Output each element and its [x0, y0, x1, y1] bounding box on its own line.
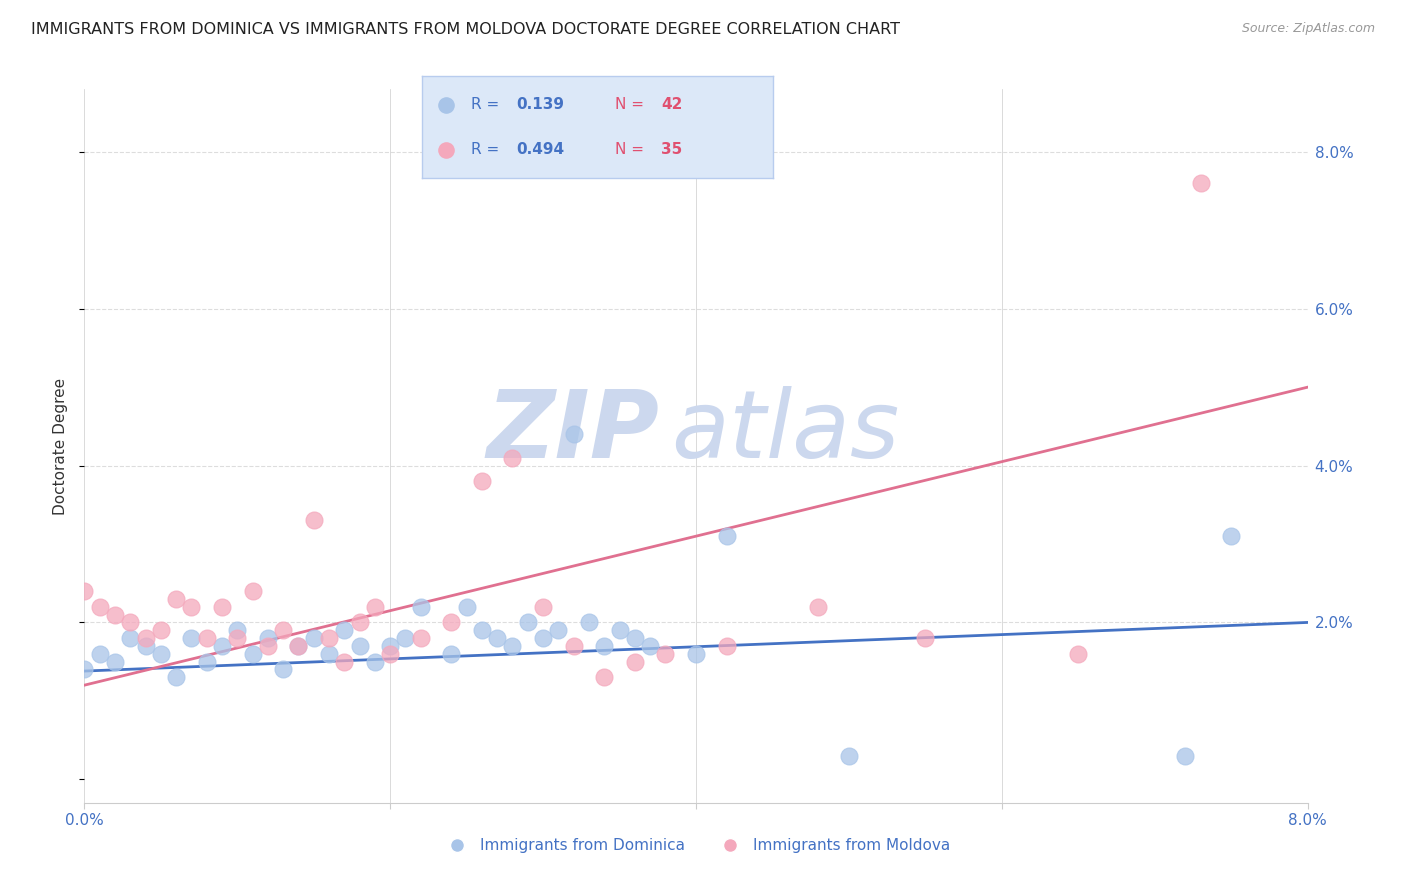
Legend: Immigrants from Dominica, Immigrants from Moldova: Immigrants from Dominica, Immigrants fro… — [436, 832, 956, 859]
Point — [211, 639, 233, 653]
Point — [1220, 529, 1243, 543]
Point — [502, 639, 524, 653]
Point — [562, 427, 585, 442]
Point — [104, 607, 127, 622]
Point — [333, 655, 356, 669]
Point — [195, 631, 218, 645]
Point — [380, 639, 402, 653]
Point — [409, 599, 432, 614]
Point — [914, 631, 936, 645]
Point — [120, 615, 142, 630]
Point — [624, 655, 647, 669]
Point — [302, 631, 325, 645]
Point — [242, 584, 264, 599]
Point — [120, 631, 142, 645]
Text: 35: 35 — [661, 142, 682, 157]
Point — [287, 639, 309, 653]
Point — [149, 624, 172, 638]
Point — [593, 639, 616, 653]
Point — [73, 663, 96, 677]
Point — [838, 748, 860, 763]
Point — [716, 639, 738, 653]
Point — [364, 599, 387, 614]
Point — [456, 599, 478, 614]
Point — [593, 670, 616, 684]
Point — [257, 639, 280, 653]
Text: Source: ZipAtlas.com: Source: ZipAtlas.com — [1241, 22, 1375, 36]
Text: 0.494: 0.494 — [517, 142, 565, 157]
Point — [242, 647, 264, 661]
Point — [271, 624, 294, 638]
Point — [436, 97, 458, 112]
Point — [486, 631, 509, 645]
Point — [1189, 176, 1212, 190]
Point — [1174, 748, 1197, 763]
Text: N =: N = — [616, 142, 650, 157]
Point — [471, 624, 494, 638]
Point — [226, 624, 249, 638]
Point — [287, 639, 309, 653]
Point — [364, 655, 387, 669]
Point — [471, 475, 494, 489]
Point — [333, 624, 356, 638]
Point — [257, 631, 280, 645]
Point — [409, 631, 432, 645]
Text: R =: R = — [471, 97, 505, 112]
Point — [271, 663, 294, 677]
Point — [716, 529, 738, 543]
Point — [73, 584, 96, 599]
Point — [318, 631, 340, 645]
Point — [149, 647, 172, 661]
Y-axis label: Doctorate Degree: Doctorate Degree — [53, 377, 69, 515]
Text: R =: R = — [471, 142, 505, 157]
Point — [302, 514, 325, 528]
Point — [531, 599, 554, 614]
Point — [180, 599, 202, 614]
Point — [195, 655, 218, 669]
Point — [547, 624, 569, 638]
Text: ZIP: ZIP — [486, 385, 659, 478]
Point — [578, 615, 600, 630]
Point — [89, 647, 111, 661]
Point — [654, 647, 676, 661]
Point — [349, 615, 371, 630]
Point — [638, 639, 661, 653]
Point — [135, 639, 157, 653]
Point — [440, 615, 463, 630]
Point — [226, 631, 249, 645]
Point — [394, 631, 416, 645]
Text: IMMIGRANTS FROM DOMINICA VS IMMIGRANTS FROM MOLDOVA DOCTORATE DEGREE CORRELATION: IMMIGRANTS FROM DOMINICA VS IMMIGRANTS F… — [31, 22, 900, 37]
Point — [1067, 647, 1090, 661]
Point — [502, 450, 524, 465]
Point — [807, 599, 830, 614]
Point — [89, 599, 111, 614]
Point — [436, 143, 458, 157]
Point — [609, 624, 631, 638]
Point — [562, 639, 585, 653]
Point — [380, 647, 402, 661]
Point — [624, 631, 647, 645]
Point — [104, 655, 127, 669]
Point — [165, 591, 187, 606]
Text: 42: 42 — [661, 97, 682, 112]
Point — [516, 615, 538, 630]
Point — [211, 599, 233, 614]
Point — [135, 631, 157, 645]
Point — [180, 631, 202, 645]
Text: 0.139: 0.139 — [517, 97, 565, 112]
Point — [165, 670, 187, 684]
Text: N =: N = — [616, 97, 650, 112]
Point — [349, 639, 371, 653]
Point — [685, 647, 707, 661]
Point — [531, 631, 554, 645]
Text: atlas: atlas — [672, 386, 900, 477]
Point — [440, 647, 463, 661]
Point — [318, 647, 340, 661]
